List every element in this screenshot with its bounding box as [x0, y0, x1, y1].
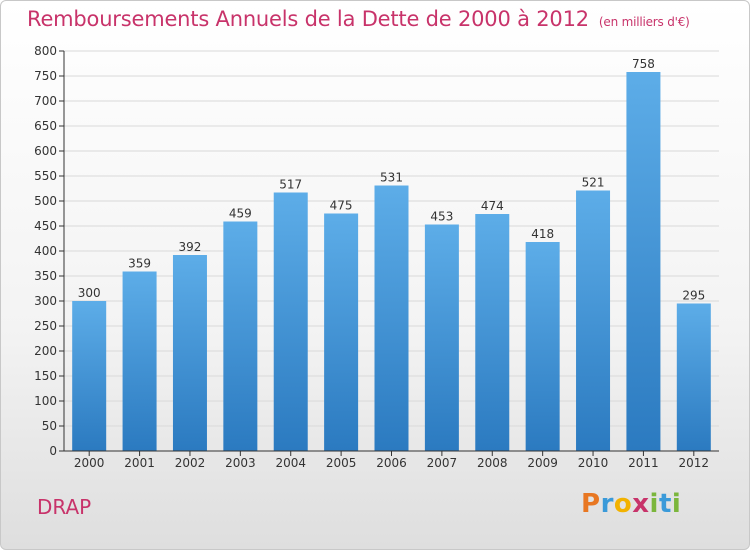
logo-letter: x: [632, 489, 650, 519]
value-label: 453: [430, 210, 453, 224]
labels: 0 50 100 150 200 250 300 350 400 450 500 550 600 650 7…: [34, 44, 709, 470]
logo-letter: P: [581, 489, 601, 519]
y-tick-label: 0: [49, 444, 57, 458]
y-tick-label: 400: [34, 244, 57, 258]
y-tick-label: 800: [34, 44, 57, 58]
y-tick-label: 200: [34, 344, 57, 358]
value-label: 475: [330, 199, 353, 213]
y-tick-label: 700: [34, 94, 57, 108]
value-label: 459: [229, 207, 252, 221]
y-tick-label: 750: [34, 69, 57, 83]
bar-2002: [172, 255, 207, 451]
x-tick-label: 2011: [628, 456, 659, 470]
value-label: 517: [279, 178, 302, 192]
y-tick-label: 450: [34, 219, 57, 233]
axes: [59, 50, 719, 456]
bar-2005: [324, 213, 359, 451]
y-tick-label: 250: [34, 319, 57, 333]
y-tick-label: 650: [34, 119, 57, 133]
bar-2011: [626, 72, 661, 451]
bar-2003: [223, 221, 258, 451]
bars: [72, 72, 711, 451]
value-label: 758: [632, 57, 655, 71]
x-tick-label: 2008: [477, 456, 508, 470]
x-tick-label: 2010: [578, 456, 609, 470]
x-tick-label: 2003: [225, 456, 256, 470]
value-label: 531: [380, 171, 403, 185]
x-tick-label: 2009: [527, 456, 558, 470]
x-tick-label: 2000: [74, 456, 105, 470]
value-label: 521: [582, 176, 605, 190]
x-tick-label: 2002: [175, 456, 206, 470]
bar-2000: [72, 301, 107, 451]
bar-2012: [676, 303, 711, 451]
bar-2010: [576, 190, 611, 451]
y-tick-label: 550: [34, 169, 57, 183]
x-tick-label: 2007: [427, 456, 458, 470]
value-label: 295: [682, 289, 705, 303]
bar-2009: [525, 242, 560, 451]
logo-letter: t: [658, 489, 672, 519]
bar-2001: [122, 271, 157, 451]
value-label: 300: [78, 286, 101, 300]
x-tick-label: 2001: [124, 456, 155, 470]
bar-2006: [374, 185, 409, 451]
value-label: 359: [128, 257, 151, 271]
value-label: 474: [481, 199, 504, 213]
logo-letter: o: [613, 489, 633, 519]
value-label: 418: [531, 227, 554, 241]
logo-letter: i: [671, 489, 682, 519]
logo-letter: i: [649, 489, 659, 519]
y-tick-label: 50: [42, 419, 57, 433]
x-tick-label: 2005: [326, 456, 357, 470]
y-tick-label: 150: [34, 369, 57, 383]
y-tick-label: 300: [34, 294, 57, 308]
chart-subtitle: (en milliers d'€): [598, 15, 690, 29]
y-tick-label: 600: [34, 144, 57, 158]
commune-name: DRAP: [37, 495, 92, 519]
y-tick-label: 350: [34, 269, 57, 283]
x-tick-label: 2012: [679, 456, 710, 470]
proxiti-logo: Proxiti: [581, 489, 681, 519]
bar-2008: [475, 214, 510, 451]
x-tick-label: 2006: [376, 456, 407, 470]
x-tick-label: 2004: [275, 456, 306, 470]
logo-letter: r: [600, 489, 614, 519]
bar-2007: [424, 224, 459, 451]
bar-2004: [273, 192, 308, 451]
title-text: Remboursements Annuels de la Dette de 20…: [27, 7, 589, 31]
value-label: 392: [179, 240, 202, 254]
chart-title: Remboursements Annuels de la Dette de 20…: [27, 7, 690, 31]
y-tick-label: 100: [34, 394, 57, 408]
y-tick-label: 500: [34, 194, 57, 208]
